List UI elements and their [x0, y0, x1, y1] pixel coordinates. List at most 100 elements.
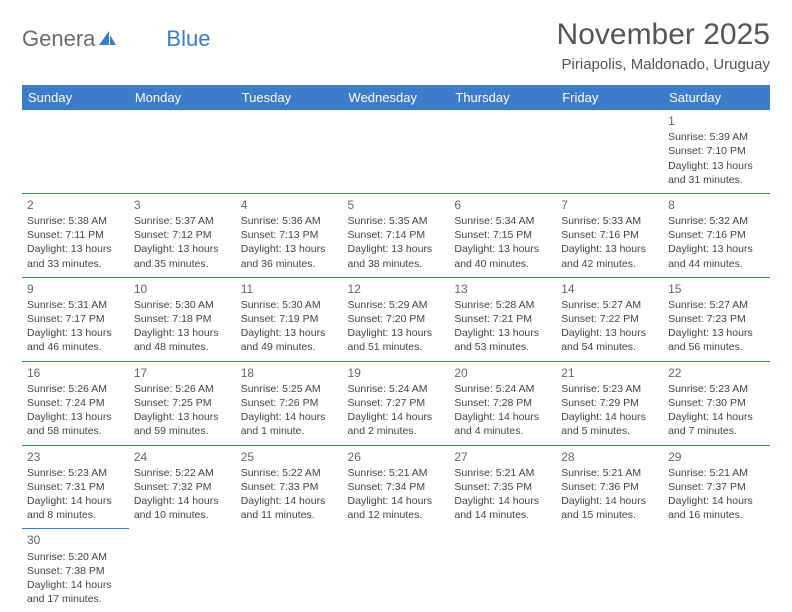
daylight-text: Daylight: 13 hours and 46 minutes.: [27, 326, 124, 354]
calendar-cell: [236, 110, 343, 193]
dayhead-thu: Thursday: [449, 85, 556, 110]
sunrise-text: Sunrise: 5:20 AM: [27, 550, 124, 564]
sunset-text: Sunset: 7:22 PM: [561, 312, 658, 326]
calendar-cell: 12Sunrise: 5:29 AMSunset: 7:20 PMDayligh…: [343, 277, 450, 361]
day-number: 27: [454, 449, 551, 465]
day-number: 11: [241, 281, 338, 297]
day-number: 7: [561, 197, 658, 213]
daylight-text: Daylight: 13 hours and 48 minutes.: [134, 326, 231, 354]
sunrise-text: Sunrise: 5:24 AM: [454, 382, 551, 396]
calendar-cell: 10Sunrise: 5:30 AMSunset: 7:18 PMDayligh…: [129, 277, 236, 361]
daylight-text: Daylight: 13 hours and 59 minutes.: [134, 410, 231, 438]
calendar-cell: 7Sunrise: 5:33 AMSunset: 7:16 PMDaylight…: [556, 193, 663, 277]
sunset-text: Sunset: 7:17 PM: [27, 312, 124, 326]
sunset-text: Sunset: 7:13 PM: [241, 228, 338, 242]
daylight-text: Daylight: 13 hours and 56 minutes.: [668, 326, 765, 354]
daylight-text: Daylight: 13 hours and 36 minutes.: [241, 242, 338, 270]
calendar-cell: 30Sunrise: 5:20 AMSunset: 7:38 PMDayligh…: [22, 529, 129, 612]
day-number: 19: [348, 365, 445, 381]
daylight-text: Daylight: 14 hours and 7 minutes.: [668, 410, 765, 438]
sunrise-text: Sunrise: 5:30 AM: [241, 298, 338, 312]
sunset-text: Sunset: 7:12 PM: [134, 228, 231, 242]
sunrise-text: Sunrise: 5:26 AM: [27, 382, 124, 396]
daylight-text: Daylight: 13 hours and 33 minutes.: [27, 242, 124, 270]
daylight-text: Daylight: 13 hours and 31 minutes.: [668, 159, 765, 187]
sunrise-text: Sunrise: 5:31 AM: [27, 298, 124, 312]
day-number: 6: [454, 197, 551, 213]
calendar-cell: [449, 110, 556, 193]
calendar-cell: 23Sunrise: 5:23 AMSunset: 7:31 PMDayligh…: [22, 445, 129, 529]
calendar-cell: 11Sunrise: 5:30 AMSunset: 7:19 PMDayligh…: [236, 277, 343, 361]
day-number: 8: [668, 197, 765, 213]
daylight-text: Daylight: 14 hours and 12 minutes.: [348, 494, 445, 522]
daylight-text: Daylight: 14 hours and 14 minutes.: [454, 494, 551, 522]
daylight-text: Daylight: 14 hours and 16 minutes.: [668, 494, 765, 522]
calendar-row: 9Sunrise: 5:31 AMSunset: 7:17 PMDaylight…: [22, 277, 770, 361]
day-number: 9: [27, 281, 124, 297]
calendar-cell: 20Sunrise: 5:24 AMSunset: 7:28 PMDayligh…: [449, 361, 556, 445]
dayhead-mon: Monday: [129, 85, 236, 110]
day-number: 23: [27, 449, 124, 465]
day-number: 2: [27, 197, 124, 213]
daylight-text: Daylight: 14 hours and 1 minute.: [241, 410, 338, 438]
calendar-cell: 8Sunrise: 5:32 AMSunset: 7:16 PMDaylight…: [663, 193, 770, 277]
daylight-text: Daylight: 13 hours and 58 minutes.: [27, 410, 124, 438]
sunset-text: Sunset: 7:24 PM: [27, 396, 124, 410]
daylight-text: Daylight: 13 hours and 49 minutes.: [241, 326, 338, 354]
calendar-cell: [556, 110, 663, 193]
location-text: Piriapolis, Maldonado, Uruguay: [557, 56, 770, 73]
logo-text-1: Genera: [22, 26, 95, 52]
sunset-text: Sunset: 7:15 PM: [454, 228, 551, 242]
daylight-text: Daylight: 14 hours and 2 minutes.: [348, 410, 445, 438]
daylight-text: Daylight: 14 hours and 11 minutes.: [241, 494, 338, 522]
day-number: 18: [241, 365, 338, 381]
daylight-text: Daylight: 13 hours and 53 minutes.: [454, 326, 551, 354]
calendar-cell: 9Sunrise: 5:31 AMSunset: 7:17 PMDaylight…: [22, 277, 129, 361]
sunrise-text: Sunrise: 5:21 AM: [348, 466, 445, 480]
sunset-text: Sunset: 7:14 PM: [348, 228, 445, 242]
sunset-text: Sunset: 7:27 PM: [348, 396, 445, 410]
day-number: 25: [241, 449, 338, 465]
calendar-cell: 25Sunrise: 5:22 AMSunset: 7:33 PMDayligh…: [236, 445, 343, 529]
day-number: 1: [668, 113, 765, 129]
day-number: 5: [348, 197, 445, 213]
day-number: 20: [454, 365, 551, 381]
calendar-cell: [22, 110, 129, 193]
logo-text-2: Blue: [166, 26, 210, 52]
sunset-text: Sunset: 7:19 PM: [241, 312, 338, 326]
calendar-cell: [343, 529, 450, 612]
calendar-cell: 2Sunrise: 5:38 AMSunset: 7:11 PMDaylight…: [22, 193, 129, 277]
sunset-text: Sunset: 7:10 PM: [668, 144, 765, 158]
sunset-text: Sunset: 7:16 PM: [668, 228, 765, 242]
sunrise-text: Sunrise: 5:21 AM: [668, 466, 765, 480]
sunrise-text: Sunrise: 5:26 AM: [134, 382, 231, 396]
calendar-body: 1Sunrise: 5:39 AMSunset: 7:10 PMDaylight…: [22, 110, 770, 612]
calendar-cell: [556, 529, 663, 612]
calendar-cell: 4Sunrise: 5:36 AMSunset: 7:13 PMDaylight…: [236, 193, 343, 277]
day-number: 10: [134, 281, 231, 297]
daylight-text: Daylight: 14 hours and 17 minutes.: [27, 578, 124, 606]
sunset-text: Sunset: 7:18 PM: [134, 312, 231, 326]
day-number: 15: [668, 281, 765, 297]
calendar-cell: 5Sunrise: 5:35 AMSunset: 7:14 PMDaylight…: [343, 193, 450, 277]
daylight-text: Daylight: 13 hours and 35 minutes.: [134, 242, 231, 270]
calendar-cell: 15Sunrise: 5:27 AMSunset: 7:23 PMDayligh…: [663, 277, 770, 361]
calendar-cell: 14Sunrise: 5:27 AMSunset: 7:22 PMDayligh…: [556, 277, 663, 361]
sunset-text: Sunset: 7:11 PM: [27, 228, 124, 242]
calendar-cell: [236, 529, 343, 612]
title-block: November 2025 Piriapolis, Maldonado, Uru…: [557, 18, 770, 73]
day-number: 14: [561, 281, 658, 297]
sunset-text: Sunset: 7:26 PM: [241, 396, 338, 410]
sunset-text: Sunset: 7:37 PM: [668, 480, 765, 494]
daylight-text: Daylight: 14 hours and 8 minutes.: [27, 494, 124, 522]
day-number: 3: [134, 197, 231, 213]
calendar-row: 30Sunrise: 5:20 AMSunset: 7:38 PMDayligh…: [22, 529, 770, 612]
calendar-row: 16Sunrise: 5:26 AMSunset: 7:24 PMDayligh…: [22, 361, 770, 445]
calendar-cell: 22Sunrise: 5:23 AMSunset: 7:30 PMDayligh…: [663, 361, 770, 445]
sunset-text: Sunset: 7:35 PM: [454, 480, 551, 494]
sunrise-text: Sunrise: 5:23 AM: [561, 382, 658, 396]
daylight-text: Daylight: 13 hours and 44 minutes.: [668, 242, 765, 270]
sunrise-text: Sunrise: 5:22 AM: [241, 466, 338, 480]
daylight-text: Daylight: 13 hours and 38 minutes.: [348, 242, 445, 270]
sunrise-text: Sunrise: 5:25 AM: [241, 382, 338, 396]
